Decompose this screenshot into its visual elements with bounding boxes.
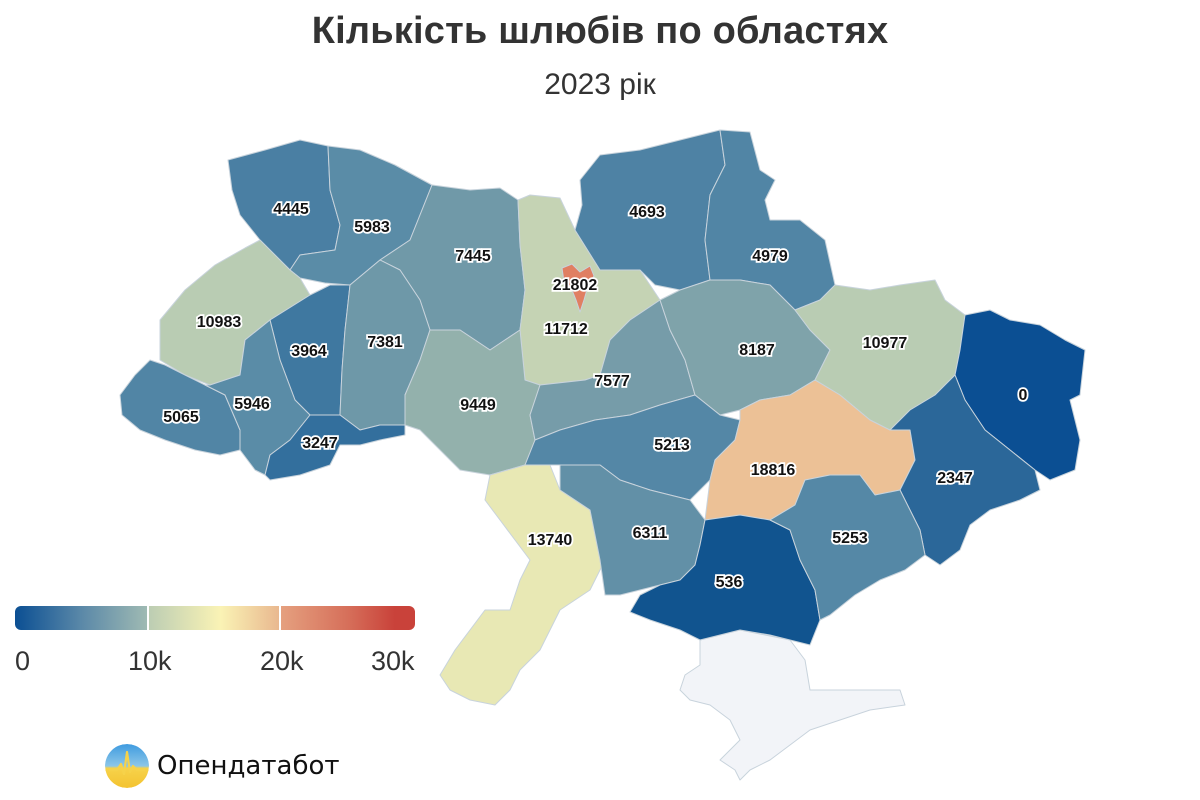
label-dnipropetrovsk: 18816	[751, 462, 796, 479]
label-chernihiv: 4693	[629, 204, 665, 221]
legend-tick-30k: 30k	[371, 646, 415, 676]
label-rivne: 5983	[354, 219, 390, 236]
label-sumy: 4979	[752, 248, 788, 265]
brand-logo-block: Опендатабот	[105, 744, 340, 788]
legend-tick-20k: 20k	[260, 646, 304, 676]
label-kherson: 536	[716, 574, 743, 591]
label-chernivtsi: 3247	[302, 435, 338, 452]
chart-title: Кількість шлюбів по областях	[311, 10, 889, 52]
color-scale-legend	[15, 606, 415, 630]
legend-tick-10k: 10k	[128, 646, 172, 676]
legend-segment-20k-30k	[281, 606, 415, 630]
legend-divider	[279, 606, 281, 630]
label-kharkiv: 10977	[863, 335, 908, 352]
label-donetsk: 2347	[937, 470, 973, 487]
region-chernivtsi[interactable]	[264, 414, 406, 481]
label-kyiv-city: 21802	[553, 277, 598, 294]
label-ternopil: 3964	[291, 343, 327, 360]
label-volyn: 4445	[273, 201, 309, 218]
label-zhytomyr: 7445	[455, 248, 491, 265]
region-crimea	[679, 629, 906, 781]
brand-name: Опендатабот	[157, 751, 340, 781]
label-mykolaiv: 6311	[633, 525, 668, 542]
label-kyiv-oblast: 11712	[544, 321, 588, 338]
label-lviv: 10983	[197, 314, 242, 331]
region-zaporizhzhia[interactable]	[769, 474, 926, 621]
legend-segment-0-10k	[15, 606, 147, 630]
label-zakarpattia: 5065	[163, 409, 199, 426]
label-cherkasy: 7577	[594, 373, 630, 390]
region-kyiv-city[interactable]	[561, 263, 595, 313]
legend-tick-0: 0	[15, 646, 31, 676]
chart-subtitle: 2023 рік	[544, 68, 656, 101]
legend-segment-10k-20k	[149, 606, 279, 630]
label-luhansk: 0	[1019, 387, 1028, 404]
label-zaporizhzhia: 5253	[832, 530, 868, 547]
opendatabot-logo-icon	[105, 744, 149, 788]
label-poltava: 8187	[739, 342, 775, 359]
label-vinnytsia: 9449	[460, 397, 496, 414]
label-kirovohrad: 5213	[654, 437, 690, 454]
region-donetsk[interactable]	[889, 374, 1041, 566]
label-khmelnytskyi: 7381	[367, 334, 403, 351]
region-rivne[interactable]	[289, 145, 433, 286]
label-ivano-frankivsk: 5946	[234, 396, 270, 413]
legend-divider	[147, 606, 149, 630]
label-odesa: 13740	[528, 532, 573, 549]
